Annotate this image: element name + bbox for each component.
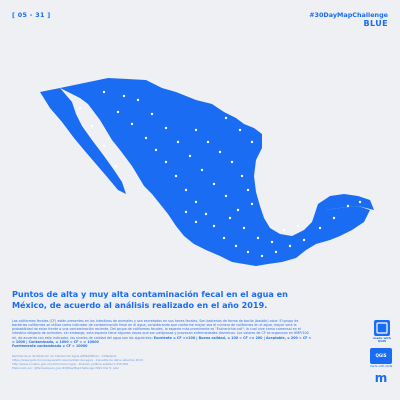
baja-california: [40, 88, 126, 194]
sampling-points: [78, 90, 362, 258]
day-badge: [ 05 - 31 ]: [12, 11, 51, 19]
logo-b: QGIS: [370, 348, 392, 364]
yucatan-peninsula: [312, 194, 374, 222]
source-line: Red Nacional de Medición de Calidad del …: [12, 355, 117, 358]
levels-line-1: Excelente ≤ CF <=100 | Buena calidad, ≤ …: [12, 335, 312, 344]
logo-a-text: made with QGIS: [373, 336, 391, 344]
logo-a-icon: [374, 320, 390, 336]
source-line: Elaborado por: @Tamaulipeca_Joe #30DayMa…: [12, 366, 119, 370]
source-line: https://www.gob.mx/conagua/articulos/cal…: [12, 358, 143, 362]
map-title: Puntos de alta y muy alta contaminación …: [12, 289, 288, 310]
logo-b-sub: made with QGIS: [369, 364, 393, 368]
description-text: Las coliformes fecales (CF) están presen…: [12, 319, 309, 340]
hashtag: #30DayMapChallenge: [309, 11, 388, 19]
source-line: http://www.conabio.gob.mx/informacion/gi…: [12, 362, 129, 366]
mexico-mainland: [60, 78, 370, 266]
theme-label: BLUE: [363, 19, 388, 28]
sources-block: Red Nacional de Medición de Calidad del …: [12, 355, 312, 371]
levels-line-2: Fuertemente contaminada ≥ CF > 10000: [12, 343, 88, 348]
description-block: Las coliformes fecales (CF) están presen…: [12, 319, 314, 348]
logo-c: m: [374, 371, 388, 385]
